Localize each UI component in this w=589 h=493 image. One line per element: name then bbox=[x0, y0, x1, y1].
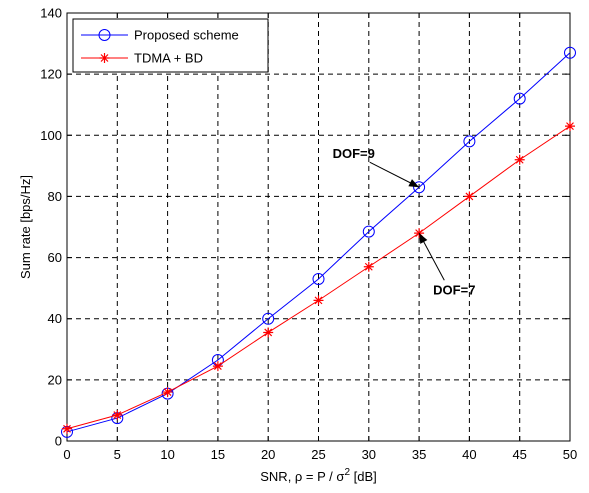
annotation-arrow-head bbox=[419, 233, 428, 244]
x-tick-label: 5 bbox=[114, 447, 121, 462]
annotation-label: DOF=7 bbox=[433, 282, 475, 297]
x-axis-label-main: SNR, ρ = P / σ bbox=[260, 469, 344, 484]
data-point bbox=[263, 327, 274, 338]
x-tick-label: 50 bbox=[563, 447, 577, 462]
y-tick-label: 140 bbox=[40, 6, 62, 21]
data-point bbox=[62, 423, 72, 434]
data-point bbox=[564, 46, 576, 59]
y-tick-labels: 0 20 40 60 80 100 120 140 bbox=[40, 6, 62, 449]
annotation-layer: DOF=9 DOF=7 bbox=[333, 146, 476, 297]
annotation-label: DOF=9 bbox=[333, 146, 375, 161]
series-layer bbox=[61, 46, 576, 438]
legend-marker bbox=[98, 29, 111, 41]
data-point bbox=[514, 154, 525, 165]
x-tick-label: 30 bbox=[362, 447, 376, 462]
data-point bbox=[414, 228, 425, 239]
x-tick-label: 45 bbox=[512, 447, 526, 462]
x-tick-label: 15 bbox=[211, 447, 225, 462]
data-point bbox=[363, 261, 374, 272]
y-tick-label: 0 bbox=[55, 434, 62, 449]
y-tick-label: 80 bbox=[48, 189, 62, 204]
x-tick-labels: 0 5 10 15 20 25 30 35 40 45 50 bbox=[63, 447, 577, 462]
x-tick-label: 0 bbox=[63, 447, 70, 462]
legend: Proposed scheme TDMA + BD bbox=[72, 18, 269, 73]
data-point bbox=[212, 361, 223, 372]
x-axis-label: SNR, ρ = P / σ2 [dB] bbox=[260, 467, 377, 484]
data-point bbox=[262, 312, 275, 325]
legend-label: Proposed scheme bbox=[134, 28, 239, 43]
data-point bbox=[463, 135, 476, 148]
y-tick-label: 20 bbox=[48, 372, 62, 387]
y-tick-label: 120 bbox=[40, 67, 62, 82]
y-tick-label: 100 bbox=[40, 128, 62, 143]
x-tick-label: 35 bbox=[412, 447, 426, 462]
annotation-arrow-head bbox=[408, 179, 420, 188]
grid-lines bbox=[67, 13, 570, 441]
series-line-proposed-scheme bbox=[66, 52, 571, 433]
data-point bbox=[312, 272, 325, 285]
legend-label: TDMA + BD bbox=[134, 51, 203, 66]
data-point bbox=[313, 295, 324, 306]
y-axis-label: Sum rate [bps/Hz] bbox=[18, 175, 33, 279]
data-point bbox=[413, 181, 426, 194]
legend-marker bbox=[99, 53, 110, 63]
data-point bbox=[464, 191, 475, 202]
legend-box bbox=[72, 18, 269, 73]
data-point bbox=[162, 387, 173, 398]
data-point bbox=[565, 121, 575, 132]
x-tick-label: 10 bbox=[160, 447, 174, 462]
data-point bbox=[112, 410, 123, 421]
x-axis-label-superscript: 2 bbox=[344, 467, 350, 478]
x-tick-label: 20 bbox=[261, 447, 275, 462]
data-point bbox=[362, 225, 375, 238]
y-tick-label: 60 bbox=[48, 250, 62, 265]
x-tick-label: 40 bbox=[462, 447, 476, 462]
y-tick-label: 40 bbox=[48, 311, 62, 326]
x-tick-label: 25 bbox=[311, 447, 325, 462]
tick-marks bbox=[66, 12, 571, 442]
data-point bbox=[513, 92, 526, 105]
x-axis-label-tail: [dB] bbox=[350, 469, 377, 484]
